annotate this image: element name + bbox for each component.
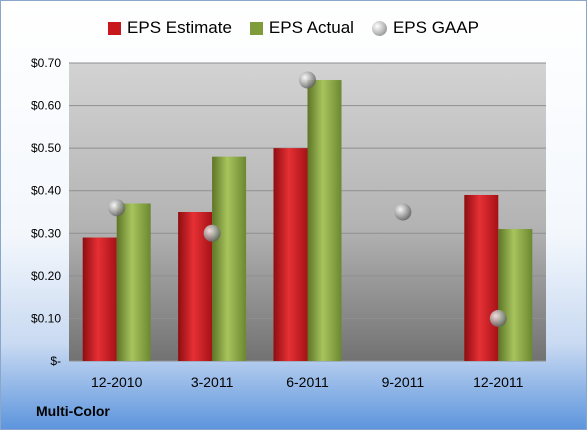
x-tick-label: 3-2011 xyxy=(191,374,234,390)
chart-legend: EPS Estimate EPS Actual EPS GAAP xyxy=(1,18,586,38)
x-axis-ticks: 12-2010 3-2011 6-2011 9-2011 12-2011 xyxy=(91,374,524,390)
bar-eps-actual xyxy=(116,203,151,361)
bar-eps-actual xyxy=(212,156,247,361)
point-eps-gaap xyxy=(394,203,412,221)
legend-label-gaap: EPS GAAP xyxy=(392,18,479,37)
bar-eps-estimate xyxy=(464,194,499,361)
point-eps-gaap xyxy=(299,71,316,89)
point-eps-gaap xyxy=(489,309,507,327)
y-tick-label: $0.70 xyxy=(31,56,61,70)
bar-eps-actual xyxy=(498,229,533,361)
y-axis-ticks: $- $0.10 $0.20 $0.30 $0.40 $0.50 $0.60 $0.70 xyxy=(31,56,61,368)
y-tick-label: $0.30 xyxy=(31,226,61,240)
point-eps-gaap xyxy=(203,224,221,242)
y-tick-label: $0.20 xyxy=(31,269,61,283)
y-tick-label: $0.50 xyxy=(31,141,61,155)
legend-item-estimate: EPS Estimate xyxy=(108,18,232,38)
legend-item-actual: EPS Actual xyxy=(249,18,354,38)
company-name: Multi-Color xyxy=(36,403,110,419)
y-tick-label: $- xyxy=(50,354,61,368)
bar-eps-actual xyxy=(307,80,342,362)
gaap-points-group xyxy=(108,71,507,327)
x-tick-label: 9-2011 xyxy=(382,374,425,390)
bars-group xyxy=(82,80,533,362)
y-tick-label: $0.60 xyxy=(31,99,61,113)
y-tick-label: $0.10 xyxy=(31,311,61,325)
legend-item-gaap: EPS GAAP xyxy=(371,18,479,38)
legend-label-actual: EPS Actual xyxy=(268,18,354,37)
legend-swatch-actual xyxy=(249,21,263,35)
x-tick-label: 12-2010 xyxy=(91,374,143,390)
x-tick-label: 6-2011 xyxy=(286,374,329,390)
bar-eps-estimate xyxy=(82,237,117,361)
bar-eps-estimate xyxy=(273,148,308,361)
x-tick-label: 12-2011 xyxy=(473,374,524,390)
y-tick-label: $0.40 xyxy=(31,184,61,198)
legend-swatch-gaap xyxy=(371,20,387,36)
point-eps-gaap xyxy=(108,199,126,217)
legend-label-estimate: EPS Estimate xyxy=(127,18,232,37)
legend-swatch-estimate xyxy=(108,21,122,35)
